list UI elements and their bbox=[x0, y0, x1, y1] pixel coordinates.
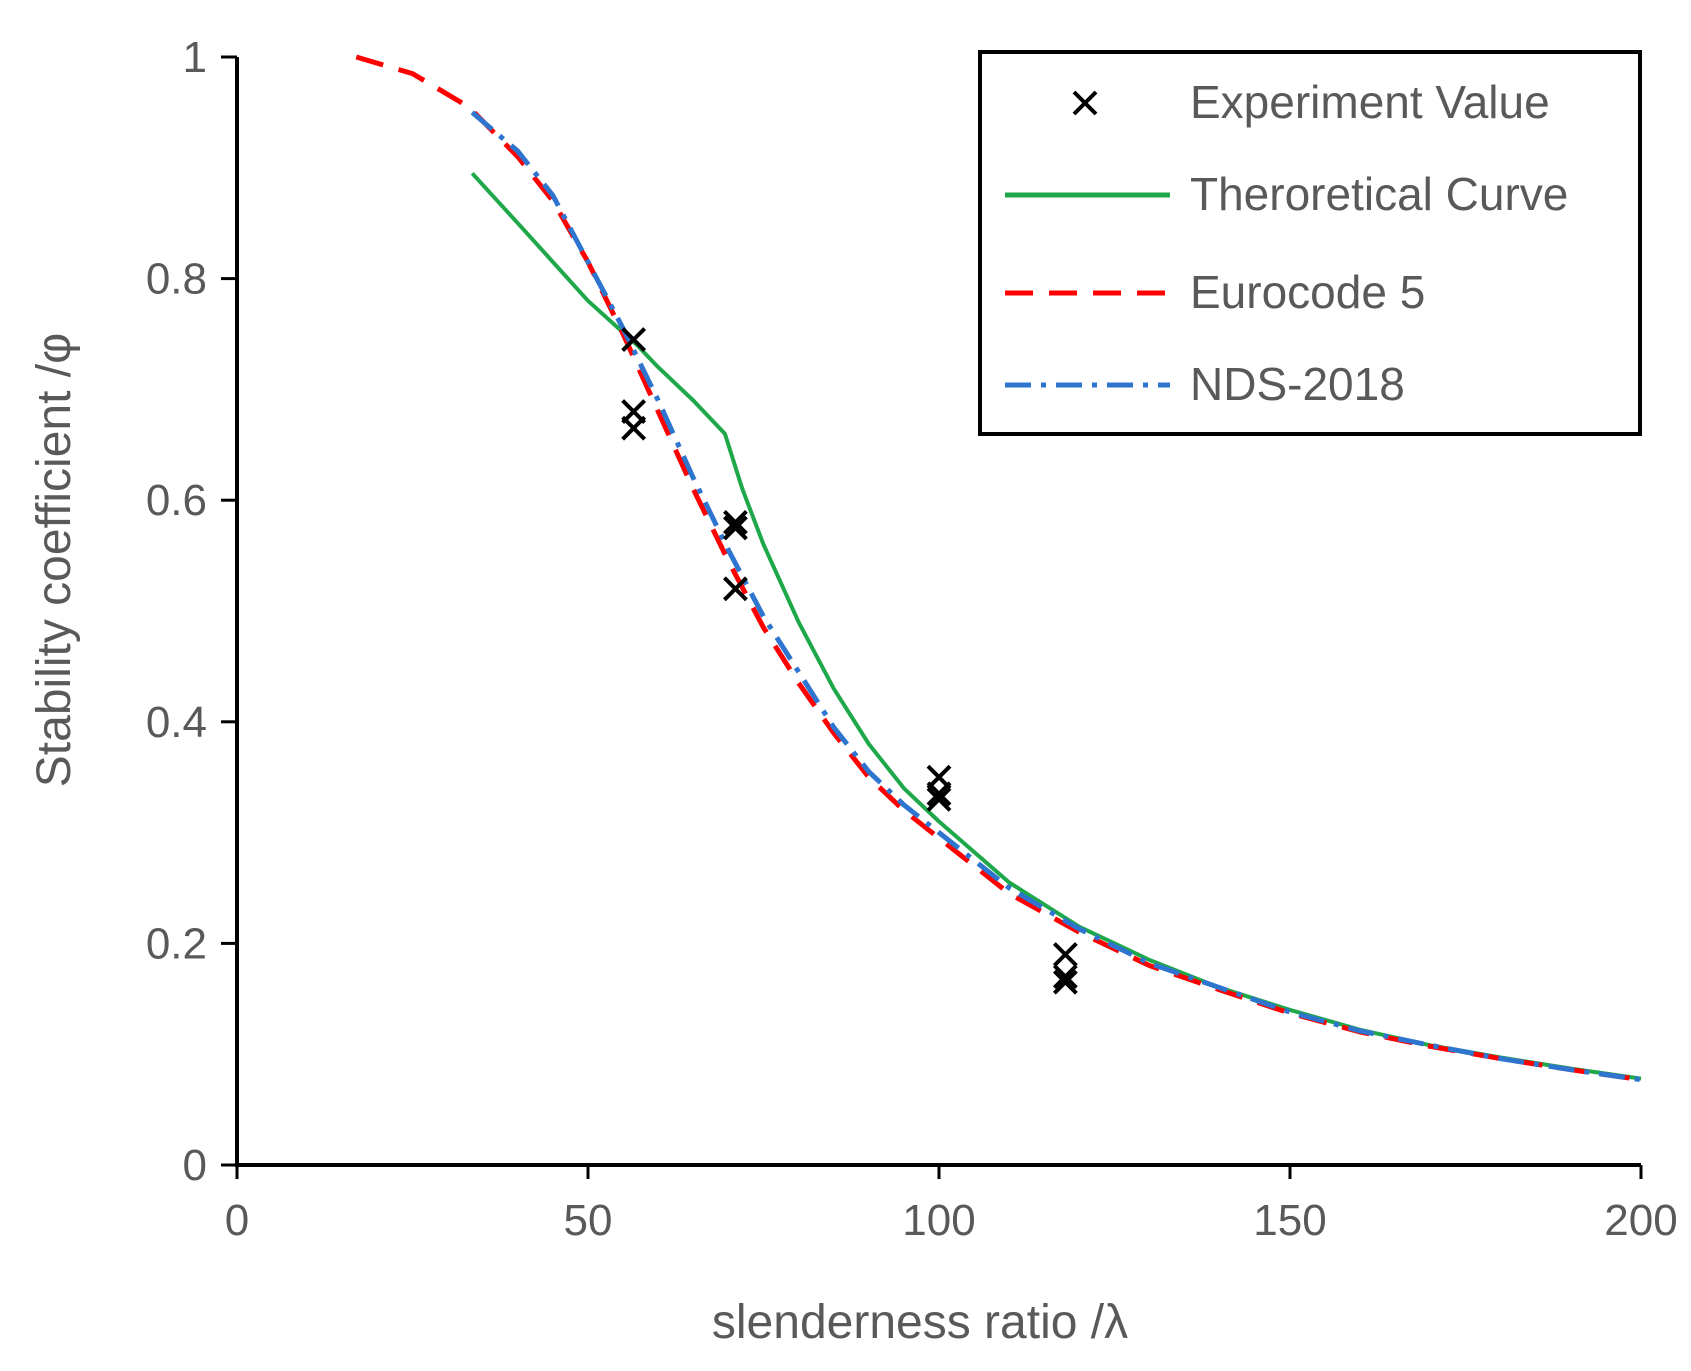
experiment-point bbox=[926, 781, 952, 807]
x-tick-label: 50 bbox=[564, 1196, 613, 1245]
series-line-3 bbox=[470, 110, 1642, 1083]
x-tick-label: 0 bbox=[225, 1196, 249, 1245]
experiment-point bbox=[1052, 964, 1078, 990]
legend-label-nds: NDS-2018 bbox=[1190, 358, 1405, 410]
x-tick-label: 200 bbox=[1604, 1196, 1677, 1245]
x-axis-title: slenderness ratio /λ bbox=[712, 1296, 1128, 1349]
experiment-point bbox=[723, 576, 748, 602]
x-tick-label: 100 bbox=[902, 1196, 975, 1245]
experiment-point bbox=[1052, 969, 1078, 995]
experiment-point bbox=[621, 327, 647, 352]
y-tick-label: 0.2 bbox=[146, 919, 207, 968]
experiment-point bbox=[926, 786, 952, 812]
legend: Experiment Value Theroretical Curve Euro… bbox=[978, 50, 1642, 436]
experiment-point bbox=[1052, 942, 1078, 967]
series-markers bbox=[621, 327, 1078, 995]
ticks: 0 50 100 150 200 0 0.2 0.4 0.6 0.8 1 bbox=[146, 33, 1678, 1245]
y-axis-title: Stability coefficient /φ bbox=[28, 333, 81, 787]
series-lines bbox=[355, 54, 1642, 1083]
experiment-point bbox=[723, 509, 748, 535]
legend-label-experiment: Experiment Value bbox=[1190, 76, 1550, 128]
legend-label-theoretical: Theroretical Curve bbox=[1190, 168, 1568, 220]
legend-label-eurocode: Eurocode 5 bbox=[1190, 266, 1425, 318]
y-tick-label: 0.8 bbox=[146, 255, 207, 304]
y-tick-label: 0.4 bbox=[146, 698, 207, 747]
experiment-point bbox=[621, 415, 647, 441]
legend-marker-experiment bbox=[1072, 90, 1098, 116]
experiment-point bbox=[723, 515, 748, 541]
y-tick-label: 0 bbox=[183, 1141, 207, 1190]
y-tick-label: 1 bbox=[183, 33, 207, 82]
legend-entries bbox=[1005, 90, 1170, 388]
legend-box bbox=[978, 50, 1642, 436]
x-tick-label: 150 bbox=[1253, 1196, 1326, 1245]
y-tick-label: 0.6 bbox=[146, 476, 207, 525]
